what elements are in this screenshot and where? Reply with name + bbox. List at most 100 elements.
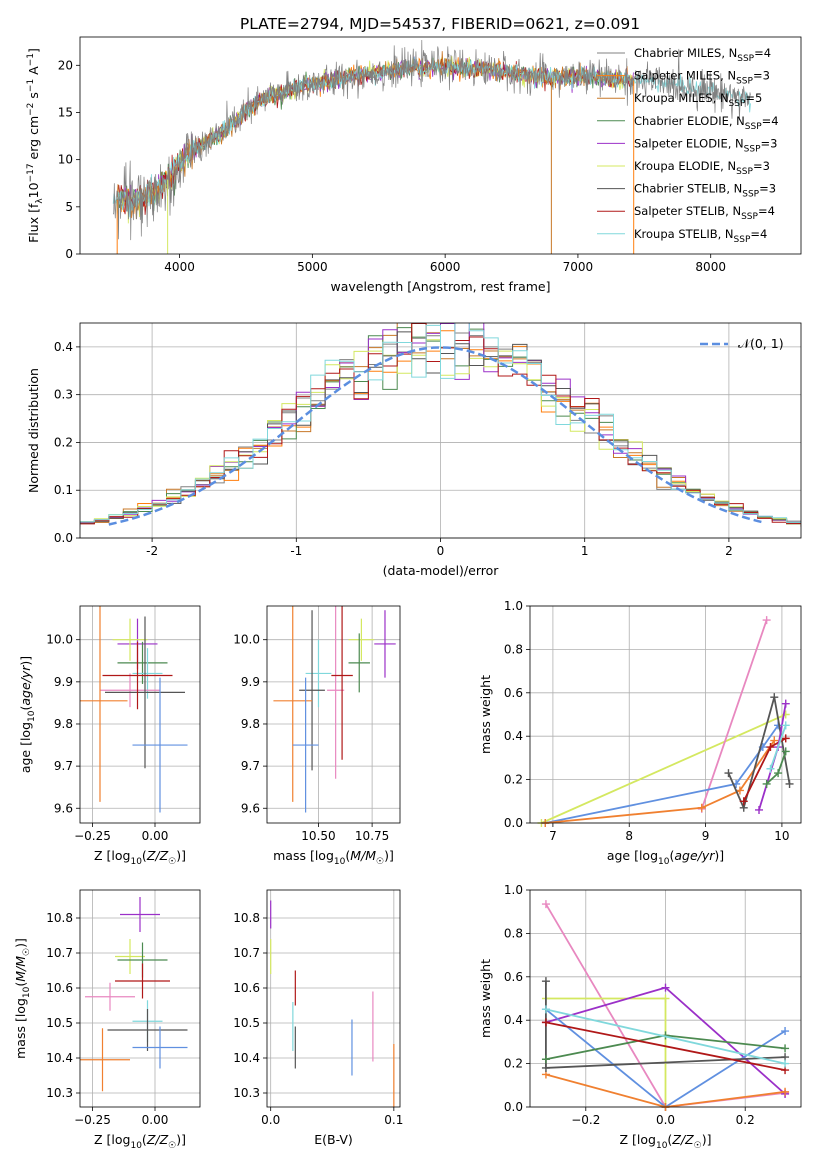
mass-weight-marker (770, 693, 779, 702)
x-tick-label: 8 (625, 829, 633, 843)
x-tick-label: −0.2 (571, 1113, 600, 1127)
x-tick-label: 7 (549, 829, 557, 843)
spectrum-ylabel: Flux [fλ10−17 erg cm−2 s−1 A−1] (26, 48, 45, 243)
mass-weight-vs-Z-ylabel: mass weight (478, 959, 493, 1038)
ageM-xlabel: mass [log10(M/M☉)] (273, 848, 394, 867)
y-tick-label: 0.3 (54, 388, 73, 402)
mass-weight-marker (739, 797, 748, 806)
y-tick-label: 10.5 (233, 1016, 260, 1030)
age-vs-mass-frame (266, 605, 401, 824)
x-tick-label: 7000 (563, 260, 594, 274)
spectrum-frame (79, 36, 802, 255)
hist-ylabel: Normed distribution (26, 368, 41, 493)
x-tick-label: −0.25 (74, 829, 111, 843)
y-tick-label: 9.8 (241, 717, 260, 731)
legend-label: Chabrier MILES, NSSP=4 (634, 46, 771, 64)
mass-weight-line (545, 724, 779, 824)
x-tick-label: 0.0 (656, 1113, 675, 1127)
mass-weight-line (541, 713, 787, 824)
mass-weight-marker (755, 805, 764, 814)
massE-xlabel: E(B-V) (314, 1132, 353, 1147)
hist-frame (79, 322, 802, 539)
y-tick-label: 9.7 (54, 759, 73, 773)
x-tick-label: 10 (774, 829, 789, 843)
y-tick-label: 9.9 (54, 675, 73, 689)
mass-vs-Z-axes: −0.25 0.00 10.3 10.4 10.5 10.6 10.7 10.8 (46, 890, 200, 1127)
x-tick-label: 0.2 (736, 1113, 755, 1127)
mass-weight-marker (661, 983, 670, 992)
mass-weight-marker (781, 721, 790, 730)
mass-weight-marker (781, 1044, 790, 1053)
mass-weight-line (545, 1021, 786, 1071)
y-tick-label: 0.1 (54, 483, 73, 497)
legend-label: Kroupa ELODIE, NSSP=3 (634, 159, 770, 177)
y-tick-label: 0.4 (54, 340, 73, 354)
y-tick-label: 0.6 (504, 686, 523, 700)
mass-weight-marker (661, 994, 670, 1003)
x-tick-label: 1 (581, 544, 589, 558)
residual-histogram-axes: -2 -1 0 1 2 0.0 0.1 0.2 0.3 0.4 (54, 323, 801, 558)
histogram-step-line (80, 323, 801, 527)
legend-label: Chabrier ELODIE, NSSP=4 (634, 114, 779, 132)
y-tick-label: 10.8 (233, 911, 260, 925)
mass-weight-line (545, 1008, 786, 1065)
y-tick-label: 0.0 (504, 1100, 523, 1114)
hist-xlabel: (data-model)/error (383, 563, 500, 578)
mass-weight-marker (781, 1087, 790, 1096)
mass-weight-marker (762, 779, 771, 788)
mass-weight-marker (781, 747, 790, 756)
y-tick-label: 10 (58, 153, 73, 167)
x-tick-label: 8000 (695, 260, 726, 274)
y-tick-label: 0.4 (504, 729, 523, 743)
y-tick-label: 10.5 (46, 1016, 73, 1030)
mass-weight-marker (766, 764, 775, 773)
x-tick-label: 2 (725, 544, 733, 558)
age-vs-Z-axes: −0.25 0.00 9.6 9.7 9.8 9.9 10.0 (46, 606, 200, 843)
age-vs-mass-axes: 10.50 10.75 9.6 9.7 9.8 9.9 10.0 (233, 606, 400, 843)
massZ-ylabel: mass [log10(M/M☉)] (13, 938, 32, 1059)
mass-weight-marker (781, 1059, 790, 1068)
y-tick-label: 10.3 (46, 1086, 73, 1100)
y-tick-label: 15 (58, 105, 73, 119)
x-tick-label: 0.1 (384, 1113, 403, 1127)
mass-weight-vs-Z-xlabel: Z [log10(Z/Z☉)] (620, 1132, 712, 1151)
x-tick-label: 6000 (430, 260, 461, 274)
mass-weight-vs-age-frame (529, 605, 802, 824)
mass-weight-vs-Z-frame (529, 889, 802, 1108)
ageZ-xlabel: Z [log10(Z/Z☉)] (94, 848, 186, 867)
spectrum-lines (112, 39, 751, 254)
y-tick-label: 10.7 (233, 946, 260, 960)
mass-weight-line (769, 725, 787, 770)
mass-weight-marker (541, 1063, 550, 1072)
y-tick-label: 10.8 (46, 911, 73, 925)
y-tick-label: 9.6 (54, 801, 73, 815)
normal-curve-line (108, 346, 766, 526)
legend-label: Kroupa STELIB, NSSP=4 (634, 227, 767, 245)
x-tick-label: 0.0 (261, 1113, 280, 1127)
x-tick-label: 0 (437, 544, 445, 558)
y-tick-label: 0 (65, 247, 73, 261)
x-tick-label: 0.00 (142, 1113, 169, 1127)
hist-legend: 𝒩(0, 1) (700, 336, 784, 351)
mass-weight-vs-Z-axes: −0.2 0.0 0.2 0.0 0.2 0.4 0.6 0.8 1.0 (504, 883, 801, 1127)
mass-weight-marker (781, 699, 790, 708)
mass-weight-line (545, 739, 776, 824)
mass-weight-marker (766, 743, 775, 752)
mass-vs-ebv-axes: 0.0 0.1 10.3 10.4 10.5 10.6 10.7 10.8 (233, 890, 403, 1127)
x-tick-label: 0.00 (142, 829, 169, 843)
legend-label: Kroupa MILES, NSSP=5 (634, 91, 762, 109)
age-vs-mass-points (273, 606, 396, 813)
y-tick-label: 10.0 (233, 633, 260, 647)
y-tick-label: 10.3 (233, 1086, 260, 1100)
x-tick-label: 10.75 (355, 829, 389, 843)
mass-weight-marker (762, 616, 771, 625)
spectrum-axes: 4000 5000 6000 7000 8000 0 5 10 15 20 (58, 58, 726, 274)
legend-label: 𝒩(0, 1) (738, 336, 784, 351)
mass-weight-marker (774, 769, 783, 778)
mass-weight-marker (541, 1055, 550, 1064)
mass-weight-vs-age-ylabel: mass weight (478, 675, 493, 754)
y-tick-label: 10.6 (233, 981, 260, 995)
y-tick-label: 10.4 (46, 1051, 73, 1065)
